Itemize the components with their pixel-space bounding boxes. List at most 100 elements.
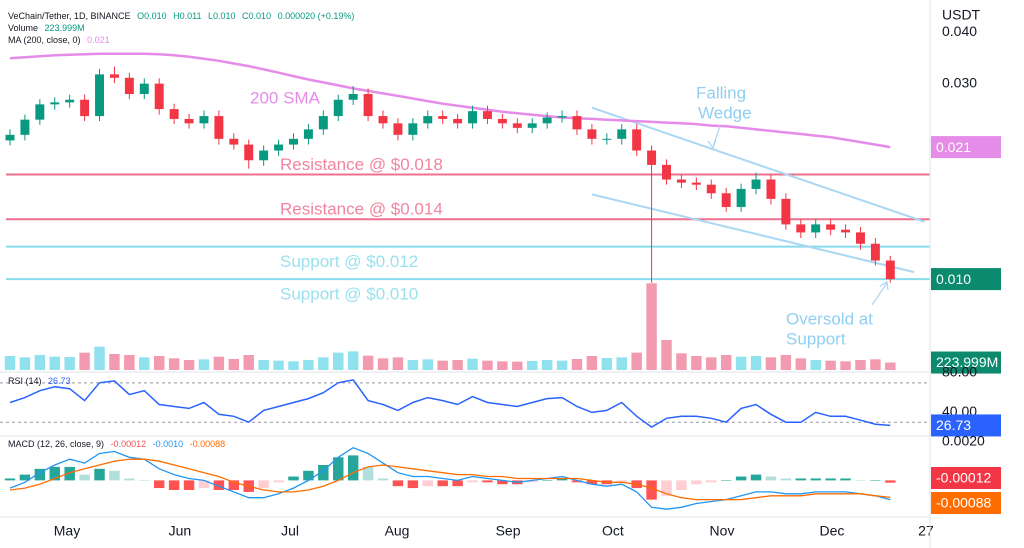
volume-bar: [109, 354, 120, 370]
macd-histogram: [720, 480, 732, 481]
macd-histogram: [258, 480, 269, 489]
volume-header: Volume 223.999M: [8, 23, 85, 33]
candle-body: [214, 116, 224, 139]
x-tick-label: Aug: [385, 523, 410, 539]
macd-histogram: [94, 468, 105, 481]
candle-body: [557, 116, 567, 118]
volume-bar: [407, 360, 419, 370]
volume-bar: [213, 356, 225, 370]
volume-bar: [482, 360, 493, 370]
candle-body: [289, 138, 298, 145]
change: 0.000020 (+0.19%): [278, 11, 355, 21]
rsi-badge: 26.73: [931, 414, 1001, 437]
candle-body: [65, 99, 75, 103]
candle-body: [542, 117, 552, 124]
macd-histogram: [855, 480, 866, 481]
x-tick-label: Jun: [169, 523, 192, 539]
candle-body: [95, 74, 104, 117]
macd-histogram: [676, 480, 687, 490]
macd-histogram: [183, 480, 195, 490]
volume-bar: [720, 355, 732, 370]
ohlc: L0.010: [208, 11, 236, 21]
rsi-line: [9, 379, 891, 428]
volume-bar: [661, 340, 672, 370]
volume-bar: [303, 360, 314, 370]
volume-bar: [4, 356, 16, 370]
volume-bar: [153, 356, 165, 370]
macd-histogram: [318, 465, 329, 481]
volume-bar: [616, 357, 627, 370]
rsi-badge-bg: [931, 414, 1001, 437]
candle-body: [408, 123, 418, 135]
x-tick-label: Nov: [710, 523, 735, 539]
macd-histogram: [556, 478, 568, 481]
y-unit: USDT: [942, 7, 981, 23]
macd-histogram: [213, 480, 225, 490]
ohlc: H0.011: [173, 11, 201, 21]
volume-bar: [124, 355, 135, 370]
ma-name: MA (200, close, 0): [8, 35, 81, 45]
macd-histogram: [124, 478, 135, 481]
x-tick-label: Oct: [602, 523, 624, 539]
x-tick-label: May: [54, 523, 80, 539]
volume-name: Volume: [8, 23, 38, 33]
volume-bar: [64, 357, 75, 370]
volume-bar: [34, 355, 46, 370]
macd-histogram: [288, 476, 299, 481]
candle-body: [199, 116, 209, 124]
candle-body: [781, 198, 791, 225]
macd-histogram: [19, 474, 31, 481]
y-tick-label: 0.0020: [942, 433, 985, 449]
signal-badge-text: -0.00088: [936, 495, 991, 511]
wedge-line: [591, 106, 925, 223]
level-label: Support @ $0.012: [280, 252, 418, 271]
signal-badge-bg: [931, 492, 1001, 514]
signal-badge: -0.00088: [931, 492, 1001, 514]
volume-bar: [586, 356, 598, 370]
volume-bar: [198, 359, 210, 370]
signal-value: -0.00088: [190, 439, 226, 449]
volume-bar: [526, 361, 538, 370]
oversold-label: Support: [786, 329, 846, 348]
macd-histogram: [109, 470, 120, 481]
rsi-badge-text: 26.73: [936, 417, 971, 433]
candle-body: [318, 116, 328, 130]
candle-body: [139, 83, 149, 95]
volume-bar: [183, 360, 195, 370]
wedge-label: Falling: [696, 83, 746, 102]
macd-header: MACD (12, 26, close, 9) -0.00012 -0.0010…: [8, 439, 225, 449]
candle-body: [438, 116, 448, 119]
candle-body: [468, 111, 478, 124]
macd-histogram: [825, 478, 836, 481]
candle-body: [497, 118, 507, 124]
macd-histogram: [870, 480, 881, 481]
candle-body: [259, 150, 269, 161]
candle-body: [154, 83, 164, 110]
candle-body: [229, 138, 239, 145]
y-tick-label: 0.040: [942, 23, 977, 39]
candle-body: [766, 179, 776, 199]
volume-bar: [885, 362, 896, 370]
candle-body: [602, 138, 612, 140]
volume-bar: [94, 346, 105, 370]
level-label: Resistance @ $0.018: [280, 155, 443, 174]
macd-hist-value: -0.00012: [111, 439, 147, 449]
volume-bar: [243, 355, 254, 370]
ma-value: 0.021: [87, 35, 110, 45]
volume-bar: [437, 360, 448, 370]
volume-bar: [691, 356, 702, 370]
macd-name: MACD (12, 26, close, 9): [8, 439, 104, 449]
rsi-name: RSI (14): [8, 376, 42, 386]
macd-histogram: [49, 466, 60, 481]
volume-bar: [765, 357, 777, 370]
candle-body: [169, 109, 179, 119]
volume-bar: [840, 361, 851, 370]
price-badge-text: 0.010: [936, 271, 971, 287]
volume-bar: [810, 360, 821, 370]
candle-body: [109, 74, 119, 78]
macd-histogram: [765, 476, 777, 481]
volume-bar: [556, 360, 568, 370]
level-label: Resistance @ $0.014: [280, 200, 443, 219]
macd-histogram: [586, 480, 598, 485]
